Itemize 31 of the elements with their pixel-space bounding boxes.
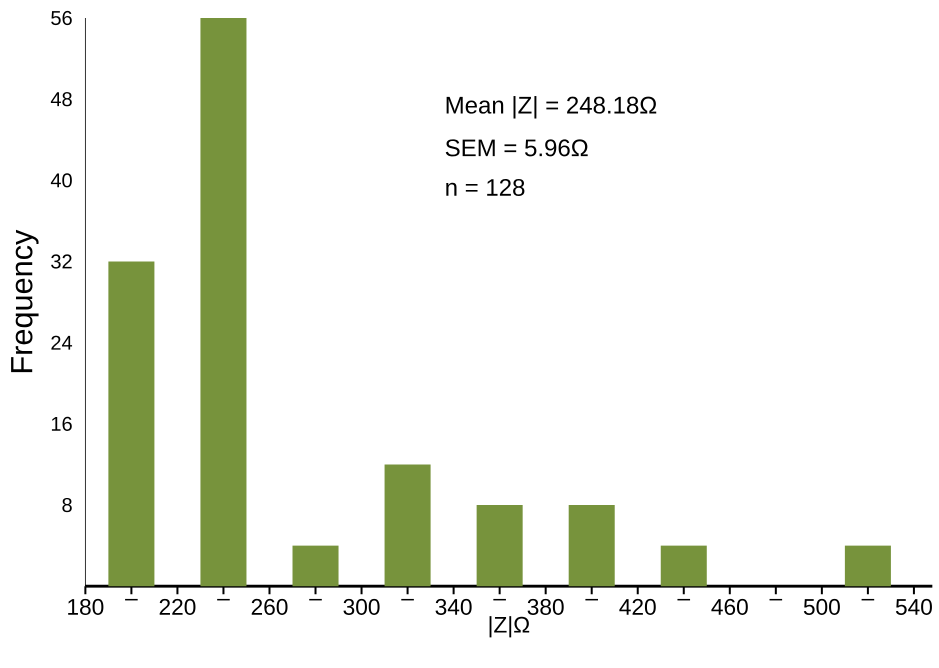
x-tick-label: – (125, 598, 138, 600)
x-axis-title: |Z|Ω (490, 616, 530, 638)
annotation: n = 128 (446, 178, 524, 196)
y-tick-label: 24 (51, 336, 72, 350)
x-tick-label: 500 (804, 598, 840, 615)
y-tick-label: 16 (52, 416, 72, 431)
y-tick-label: 56 (51, 10, 72, 25)
x-tick-label: 340 (436, 598, 472, 615)
x-tick-label: 420 (619, 598, 656, 615)
x-tick-label: 460 (711, 598, 748, 615)
x-tick-label: – (677, 598, 690, 600)
x-tick-label: – (401, 598, 414, 600)
x-tick-label: – (585, 598, 598, 600)
x-tick-label: – (309, 598, 322, 600)
x-tick-label: – (862, 598, 874, 600)
x-tick-label: – (217, 598, 230, 600)
y-tick-label: 8 (62, 498, 72, 512)
x-tick-label: 180 (68, 598, 104, 615)
x-tick-label: 540 (896, 598, 932, 615)
y-tick-label: 48 (50, 92, 72, 106)
x-tick-label: 380 (528, 598, 564, 615)
x-tick-label: – (493, 598, 506, 600)
annotation: Mean |Z| = 248.18Ω (446, 96, 656, 118)
y-axis-title: Frequency (11, 230, 39, 372)
y-tick-label: 40 (50, 173, 72, 188)
y-tick-label: 32 (51, 254, 72, 268)
x-tick-label: 220 (160, 598, 196, 615)
annotation: SEM = 5.96Ω (446, 139, 588, 156)
x-tick-label: 260 (252, 598, 288, 615)
x-tick-label: – (770, 598, 782, 600)
x-tick-label: 300 (343, 598, 380, 615)
